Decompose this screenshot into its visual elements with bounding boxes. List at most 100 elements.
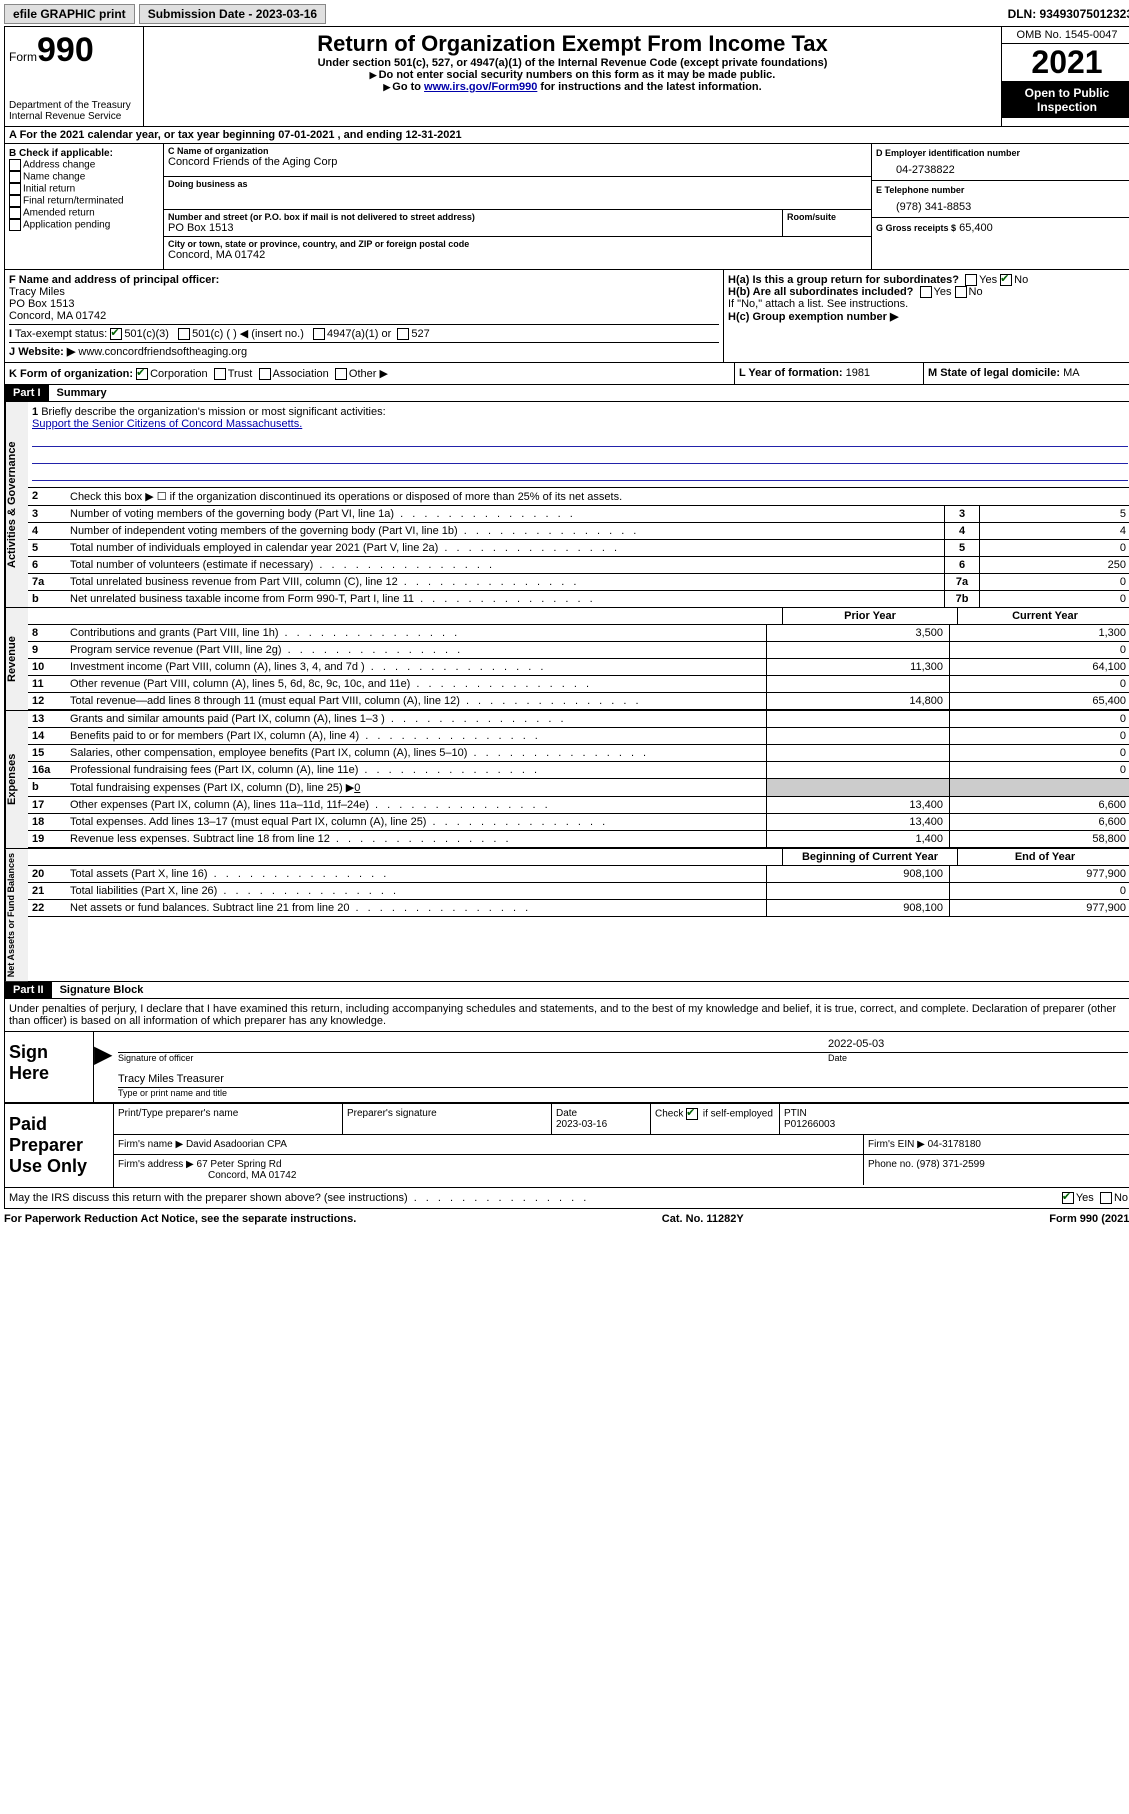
line16b-current-grey (949, 779, 1129, 796)
col-begin-header: Beginning of Current Year (782, 849, 957, 865)
cb-final[interactable] (9, 195, 21, 207)
submission-date: Submission Date - 2023-03-16 (139, 4, 326, 24)
dln: DLN: 93493075012323 (1008, 7, 1129, 21)
part2-header: Part II (5, 982, 52, 998)
line-num: 8 (28, 625, 66, 641)
sig-name: Tracy Miles Treasurer (118, 1073, 1128, 1085)
line16b-num: b (28, 779, 66, 796)
line-num: 15 (28, 745, 66, 761)
col-current: 58,800 (949, 831, 1129, 847)
line-text: Contributions and grants (Part VIII, lin… (66, 625, 766, 641)
cb-ha-no[interactable] (1000, 274, 1012, 286)
hc-label: H(c) Group exemption number ▶ (728, 311, 898, 323)
line-box-num: 7b (944, 591, 979, 607)
preparer-section: Paid Preparer Use Only Print/Type prepar… (4, 1104, 1129, 1188)
col-prior: 3,500 (766, 625, 949, 641)
line-num: 10 (28, 659, 66, 675)
cb-discuss-no[interactable] (1100, 1192, 1112, 1204)
col-prior: 13,400 (766, 797, 949, 813)
col-current: 6,600 (949, 814, 1129, 830)
col-current: 977,900 (949, 866, 1129, 882)
cb-name-change[interactable] (9, 171, 21, 183)
cb-trust[interactable] (214, 368, 226, 380)
cb-discuss-yes[interactable] (1062, 1192, 1074, 1204)
line-text: Other expenses (Part IX, column (A), lin… (66, 797, 766, 813)
net-section: Net Assets or Fund Balances Beginning of… (4, 849, 1129, 982)
goto-suffix: for instructions and the latest informat… (537, 81, 761, 93)
l-value: 1981 (846, 367, 870, 379)
discuss-yes: Yes (1076, 1192, 1094, 1204)
m-value: MA (1063, 367, 1080, 379)
col-prior-header: Prior Year (782, 608, 957, 624)
cb-corp[interactable] (136, 368, 148, 380)
col-end-header: End of Year (957, 849, 1129, 865)
col-current: 0 (949, 676, 1129, 692)
cb-501c[interactable] (178, 328, 190, 340)
col-current: 64,100 (949, 659, 1129, 675)
line-num: 9 (28, 642, 66, 658)
col-current: 977,900 (949, 900, 1129, 916)
line-num: 7a (28, 574, 66, 590)
ein-label: D Employer identification number (876, 148, 1128, 158)
cb-initial[interactable] (9, 183, 21, 195)
cb-hb-no[interactable] (955, 286, 967, 298)
f-city: Concord, MA 01742 (9, 310, 719, 322)
col-prior (766, 642, 949, 658)
line-text: Total expenses. Add lines 13–17 (must eq… (66, 814, 766, 830)
col-b-label: B Check if applicable: (9, 148, 159, 159)
tab-net-assets: Net Assets or Fund Balances (5, 849, 28, 981)
tax-year: 2021 (1002, 44, 1129, 82)
f-street: PO Box 1513 (9, 298, 719, 310)
cb-amended[interactable] (9, 207, 21, 219)
opt-trust: Trust (228, 368, 253, 380)
mission-text[interactable]: Support the Senior Citizens of Concord M… (32, 418, 302, 430)
opt-501c3: 501(c)(3) (124, 328, 169, 340)
form-word: Form (9, 50, 37, 64)
line-text: Benefits paid to or for members (Part IX… (66, 728, 766, 744)
hb-yes: Yes (934, 286, 952, 298)
cb-4947[interactable] (313, 328, 325, 340)
opt-501c: 501(c) ( ) ◀ (insert no.) (192, 328, 304, 340)
hb-no: No (969, 286, 983, 298)
irs-label: Internal Revenue Service (9, 111, 139, 122)
line16b-prior-grey (766, 779, 949, 796)
cb-ha-yes[interactable] (965, 274, 977, 286)
col-prior (766, 676, 949, 692)
efile-button[interactable]: efile GRAPHIC print (4, 4, 135, 24)
tab-expenses: Expenses (5, 711, 28, 848)
line-box-val: 5 (979, 506, 1129, 522)
h-note: If "No," attach a list. See instructions… (728, 298, 1128, 310)
col-current: 0 (949, 762, 1129, 778)
gov-section: Activities & Governance 1 Briefly descri… (4, 402, 1129, 608)
ein-value: 04-2738822 (876, 158, 1128, 176)
line-box-val: 0 (979, 574, 1129, 590)
line-text: Professional fundraising fees (Part IX, … (66, 762, 766, 778)
cb-address-change[interactable] (9, 159, 21, 171)
cb-assoc[interactable] (259, 368, 271, 380)
opt-amended: Amended return (23, 208, 95, 219)
line-num: 12 (28, 693, 66, 709)
cb-pending[interactable] (9, 219, 21, 231)
cb-501c3[interactable] (110, 328, 122, 340)
col-prior: 13,400 (766, 814, 949, 830)
col-current: 0 (949, 642, 1129, 658)
form-number: 990 (37, 31, 94, 69)
line-text: Total liabilities (Part X, line 26) (66, 883, 766, 899)
section-bcd: B Check if applicable: Address change Na… (4, 144, 1129, 270)
col-prior (766, 728, 949, 744)
line-text: Investment income (Part VIII, column (A)… (66, 659, 766, 675)
cb-527[interactable] (397, 328, 409, 340)
topbar: efile GRAPHIC print Submission Date - 20… (4, 4, 1129, 24)
l-label: L Year of formation: (739, 367, 843, 379)
col-prior: 908,100 (766, 866, 949, 882)
org-name: Concord Friends of the Aging Corp (168, 156, 867, 168)
line-text: Salaries, other compensation, employee b… (66, 745, 766, 761)
cb-hb-yes[interactable] (920, 286, 932, 298)
cb-other[interactable] (335, 368, 347, 380)
irs-link[interactable]: www.irs.gov/Form990 (424, 81, 537, 93)
omb-number: OMB No. 1545-0047 (1002, 27, 1129, 44)
prep-check: Check if self-employed (651, 1104, 780, 1134)
cat-number: Cat. No. 11282Y (662, 1213, 744, 1225)
cb-self-employed[interactable] (686, 1108, 698, 1120)
line-num: 3 (28, 506, 66, 522)
